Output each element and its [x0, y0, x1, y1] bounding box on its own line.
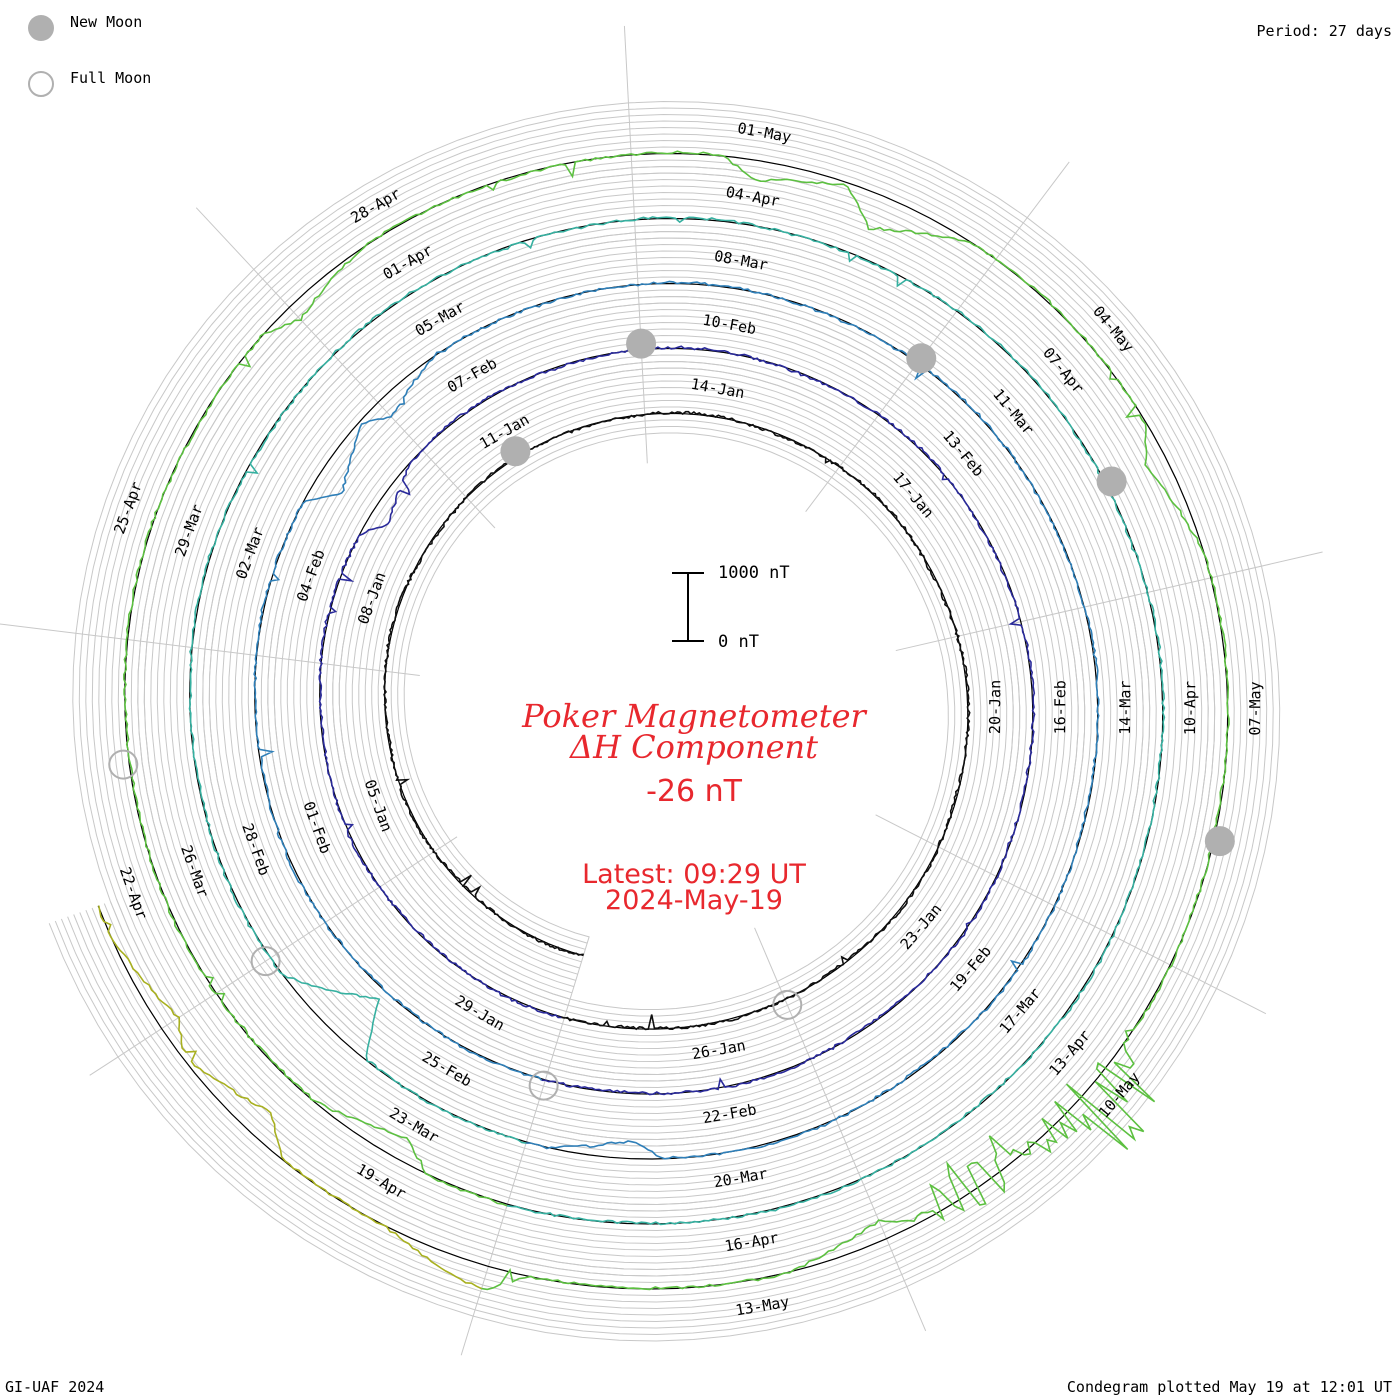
spoke: [623, 25, 648, 464]
date-label: 29-Jan: [452, 992, 508, 1035]
full-moon-legend-icon: [28, 71, 54, 97]
footer-right: Condegram plotted May 19 at 12:01 UT: [1066, 1378, 1392, 1396]
new-moon-marker: [500, 436, 531, 467]
spoke: [875, 814, 1267, 1015]
date-label: 11-Mar: [989, 385, 1037, 438]
current-value: -26 nT: [646, 774, 742, 809]
spoke: [805, 161, 1070, 513]
spiral-guides: [48, 100, 1281, 1342]
trace-period-1: [383, 410, 971, 1031]
date-label: 16-Apr: [723, 1229, 779, 1256]
new-moon-marker: [906, 343, 937, 374]
date-label: 13-Feb: [939, 427, 987, 480]
new-moon-marker: [626, 328, 657, 359]
trace-period-6: [98, 905, 482, 1290]
spoke: [754, 927, 927, 1332]
date-label: 25-Apr: [110, 479, 146, 536]
full-moon-marker: [250, 946, 281, 977]
full-moon-legend-label: Full Moon: [70, 69, 152, 87]
date-label: 20-Jan: [986, 680, 1004, 734]
date-label: 08-Jan: [354, 570, 390, 627]
latest-time: Latest: 09:29 UT: [582, 859, 806, 890]
chart-title: Poker Magnetometer: [522, 697, 866, 735]
trace-period-2: [318, 345, 1036, 1096]
moon-markers: [108, 328, 1235, 1101]
trace-period-3: [253, 280, 1100, 1160]
date-label: 13-May: [734, 1293, 790, 1320]
trace-period-4: [188, 216, 1166, 1226]
chart-subtitle: ΔH Component: [569, 728, 819, 766]
spoke: [89, 836, 458, 1076]
period-label: Period: 27 days: [1256, 22, 1392, 40]
data-trace: [98, 150, 1230, 1291]
new-moon-legend-label: New Moon: [70, 13, 143, 31]
guide-spiral: [79, 133, 1248, 1310]
scale-bottom-label: 0 nT: [718, 632, 759, 652]
date-label: 23-Mar: [386, 1104, 442, 1147]
spoke: [460, 936, 590, 1356]
new-moon-marker: [1204, 826, 1235, 857]
date-label: 07-Apr: [1039, 344, 1087, 397]
spoke: [895, 551, 1323, 652]
footer-left: GI-UAF 2024: [5, 1378, 105, 1396]
date-label: 17-Mar: [996, 984, 1045, 1037]
date-label: 16-Feb: [1051, 680, 1069, 734]
date-label: 19-Feb: [946, 942, 995, 995]
date-label: 17-Jan: [889, 468, 937, 521]
latest-date: 2024-May-19: [605, 885, 783, 916]
guide-spiral: [91, 146, 1235, 1297]
date-label: 19-Apr: [353, 1160, 409, 1203]
scale-bar: [672, 572, 704, 642]
date-label: 04-May: [1089, 302, 1137, 355]
guide-spiral: [103, 159, 1222, 1284]
spoke: [0, 623, 420, 677]
date-label: 25-Feb: [419, 1048, 475, 1091]
guide-spiral: [54, 107, 1274, 1336]
full-moon-marker: [108, 749, 139, 780]
trace-period-5: [123, 150, 1230, 1291]
guide-spiral: [48, 100, 1281, 1342]
spokes: [0, 25, 1323, 1356]
date-label: 29-Mar: [171, 502, 207, 559]
full-moon-marker: [772, 989, 803, 1020]
guide-spiral: [85, 139, 1242, 1303]
guide-spiral: [67, 120, 1261, 1323]
new-moon-legend-icon: [28, 15, 54, 41]
guide-spiral: [73, 126, 1255, 1316]
spoke: [195, 207, 496, 529]
scale-top-label: 1000 nT: [718, 563, 790, 583]
date-label: 04-Feb: [293, 547, 329, 604]
date-label: 02-Mar: [232, 525, 268, 582]
guide-spiral: [60, 113, 1268, 1329]
date-label: 10-Apr: [1181, 681, 1199, 735]
full-moon-marker: [528, 1070, 559, 1101]
date-label: 22-Feb: [701, 1100, 757, 1127]
date-label: 26-Jan: [690, 1036, 746, 1063]
date-label: 10-May: [1095, 1068, 1144, 1121]
date-label: 07-May: [1246, 681, 1264, 735]
date-label: 13-Apr: [1045, 1026, 1094, 1079]
date-label: 14-Mar: [1116, 681, 1134, 735]
new-moon-marker: [1096, 466, 1127, 497]
date-label: 20-Mar: [712, 1164, 768, 1191]
